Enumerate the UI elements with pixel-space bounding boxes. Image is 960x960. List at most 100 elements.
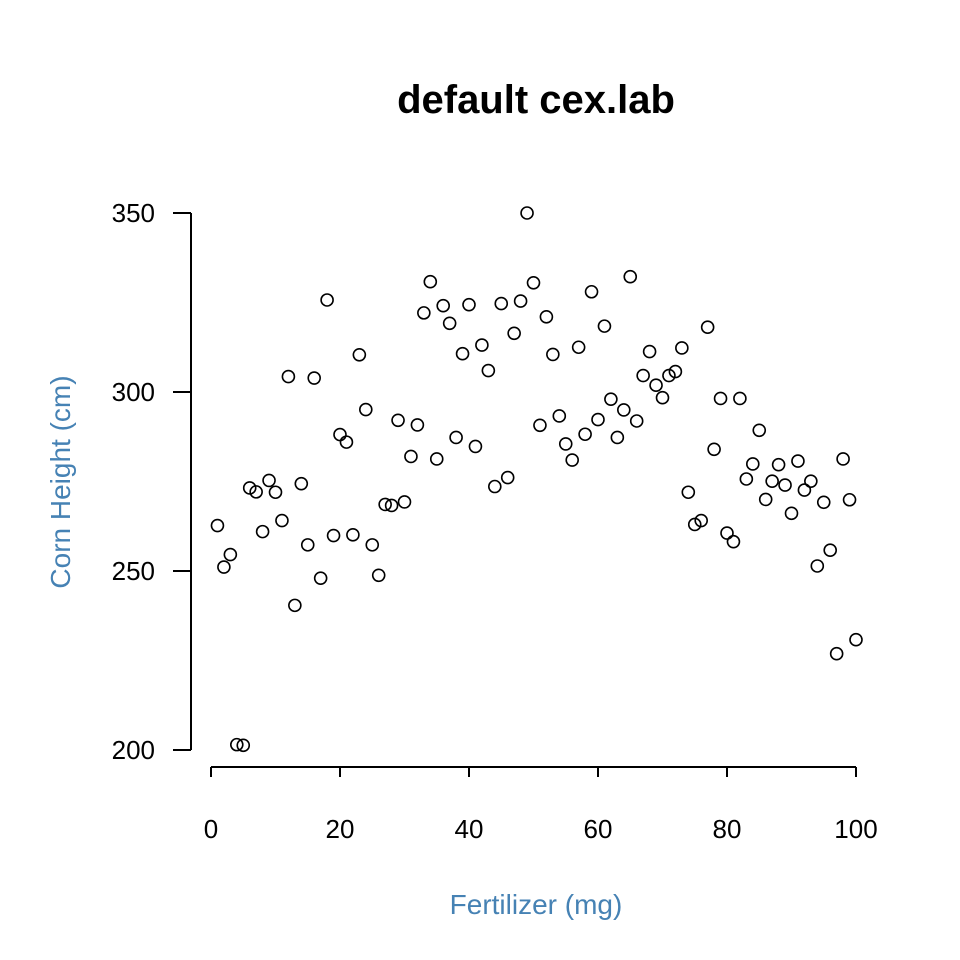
data-point (649, 378, 663, 392)
x-tick-label: 60 (584, 814, 613, 844)
y-tick-label: 350 (112, 198, 155, 228)
data-point (739, 472, 754, 486)
data-point (468, 439, 483, 454)
data-point (455, 346, 470, 361)
x-axis-title: Fertilizer (mg) (450, 889, 623, 920)
data-point (333, 427, 347, 442)
data-point (217, 560, 231, 574)
data-point (642, 344, 657, 359)
data-point (230, 737, 244, 752)
data-point (636, 368, 650, 383)
data-point (313, 571, 328, 585)
data-point (307, 371, 322, 385)
data-point (623, 269, 638, 284)
data-point (300, 538, 315, 552)
data-point (797, 483, 812, 497)
x-tick-label: 20 (326, 814, 355, 844)
data-point (694, 513, 709, 528)
data-point (268, 485, 283, 500)
data-point (836, 452, 850, 466)
data-points (210, 206, 863, 753)
data-point (404, 449, 418, 464)
data-point (249, 485, 263, 499)
data-point (520, 206, 534, 220)
x-tick-label: 80 (713, 814, 742, 844)
data-point (326, 528, 341, 543)
data-point (597, 319, 612, 333)
data-point (223, 547, 238, 562)
data-point (346, 528, 360, 542)
data-point (410, 418, 425, 432)
data-point (700, 320, 715, 335)
y-tick-label: 300 (112, 377, 155, 407)
data-point (449, 430, 463, 445)
y-axis-title: Corn Height (cm) (45, 375, 76, 588)
data-point (507, 326, 521, 341)
data-point (397, 495, 412, 509)
data-point (539, 310, 554, 324)
data-point (288, 598, 302, 613)
data-point (745, 457, 760, 471)
data-point (842, 492, 857, 507)
x-axis-ticks: 0 20 40 60 80 100 (204, 767, 878, 844)
data-point (262, 473, 276, 488)
data-point (616, 403, 631, 417)
data-point (584, 284, 599, 299)
data-point (255, 524, 270, 539)
data-point (558, 437, 573, 451)
y-tick-label: 250 (112, 556, 155, 586)
data-point (571, 340, 586, 355)
data-point (829, 646, 844, 661)
data-point (436, 298, 451, 313)
x-tick-label: 40 (455, 814, 484, 844)
data-point (462, 297, 476, 312)
data-point (784, 506, 799, 521)
data-point (475, 338, 489, 352)
data-point (726, 534, 741, 549)
data-point (546, 347, 560, 362)
data-point (429, 452, 444, 466)
data-point (610, 430, 625, 445)
y-axis-ticks: 200 250 300 350 (112, 198, 191, 765)
data-point (552, 409, 567, 423)
data-point (816, 495, 831, 510)
data-point (675, 341, 689, 355)
data-point (513, 294, 528, 308)
chart-title: default cex.lab (397, 78, 675, 122)
data-point (275, 513, 289, 528)
data-point (533, 418, 547, 433)
data-point (778, 478, 792, 492)
data-point (810, 559, 825, 573)
data-point (565, 453, 580, 467)
data-point (236, 738, 251, 753)
data-point (494, 296, 509, 311)
data-point (668, 364, 683, 379)
data-point (358, 402, 373, 417)
data-point (720, 526, 734, 540)
data-point (294, 476, 309, 491)
data-point (281, 369, 296, 384)
data-point (713, 391, 728, 406)
data-point (391, 413, 405, 428)
data-point (707, 442, 721, 457)
data-point (442, 316, 457, 331)
data-point (765, 474, 779, 488)
data-point (752, 423, 767, 438)
data-point (417, 306, 431, 320)
data-point (320, 293, 334, 307)
data-point (352, 347, 367, 362)
data-point (681, 485, 696, 500)
data-point (500, 470, 515, 485)
data-point (481, 363, 496, 378)
data-point (487, 479, 502, 494)
data-point (591, 412, 605, 427)
data-point (849, 632, 863, 647)
data-point (771, 457, 786, 472)
data-point (733, 391, 747, 406)
data-point (210, 518, 225, 533)
data-point (655, 390, 670, 405)
data-point (384, 498, 399, 513)
data-point (423, 274, 438, 289)
data-point (365, 538, 380, 552)
